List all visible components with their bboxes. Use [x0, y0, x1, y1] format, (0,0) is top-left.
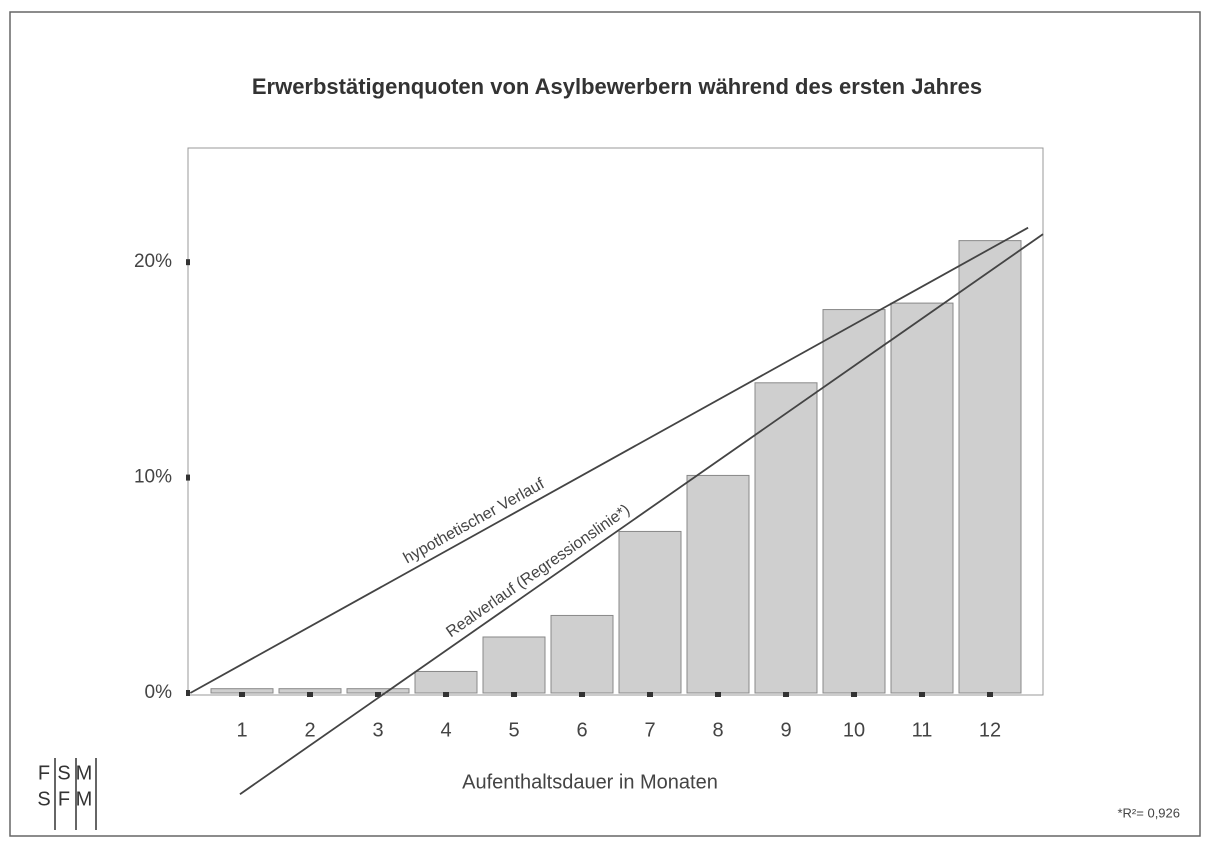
x-tick — [715, 692, 721, 697]
bar — [414, 670, 478, 694]
x-tick-label: 11 — [912, 719, 933, 741]
x-tick-label: 1 — [236, 719, 247, 741]
x-tick — [443, 692, 449, 697]
x-tick-label: 6 — [576, 719, 587, 741]
x-tick — [511, 692, 517, 697]
logo-letter: M — [76, 788, 93, 810]
x-tick-label: 9 — [780, 719, 791, 741]
x-tick — [851, 692, 857, 697]
x-tick — [783, 692, 789, 697]
plot-area — [187, 147, 1044, 696]
bar — [958, 240, 1022, 694]
y-tick-label: 10% — [134, 467, 172, 488]
chart-title: Erwerbstätigenquoten von Asylbewerbern w… — [252, 74, 982, 99]
y-tick — [186, 690, 190, 696]
bar — [482, 636, 546, 694]
logo-letter: S — [57, 762, 70, 784]
x-tick-label: 3 — [372, 719, 383, 741]
logo-letter: F — [58, 788, 70, 810]
x-tick — [647, 692, 653, 697]
bar — [890, 302, 954, 694]
line — [239, 233, 1044, 795]
x-tick — [987, 692, 993, 697]
x-tick-label: 10 — [843, 719, 865, 741]
x-tick — [375, 692, 381, 697]
x-tick — [579, 692, 585, 697]
x-tick-label: 8 — [712, 719, 723, 741]
x-tick-label: 4 — [440, 719, 451, 741]
x-tick — [919, 692, 925, 697]
annotation: *R²= 0,926 — [1117, 805, 1180, 820]
bar — [754, 382, 818, 694]
x-tick-label: 2 — [304, 719, 315, 741]
x-tick — [307, 692, 313, 697]
bar — [686, 474, 750, 694]
bar — [822, 309, 886, 694]
x-axis-label: Aufenthaltsdauer in Monaten — [462, 771, 718, 793]
y-tick-label: 20% — [134, 251, 172, 272]
y-tick — [186, 474, 190, 481]
bar — [618, 530, 682, 694]
logo-letter: S — [37, 788, 50, 810]
bar — [550, 614, 614, 694]
logo-letter: F — [38, 762, 50, 784]
line — [189, 226, 1029, 694]
x-tick-label: 12 — [979, 719, 1001, 741]
y-tick-label: 0% — [145, 682, 173, 703]
x-tick — [239, 692, 245, 697]
y-tick — [186, 259, 190, 266]
logo-letter: M — [76, 762, 93, 784]
x-tick-label: 5 — [508, 719, 519, 741]
x-tick-label: 7 — [644, 719, 655, 741]
